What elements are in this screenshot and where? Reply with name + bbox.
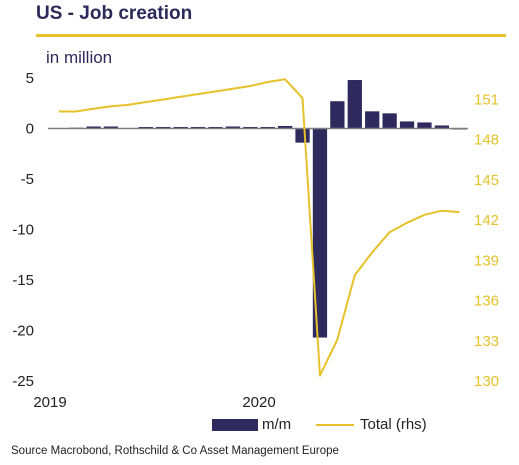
bar-mm [86,126,101,129]
left-tick-label: -15 [12,272,34,289]
source-note: Source Macrobond, Rothschild & Co Asset … [11,445,339,457]
bar-mm [347,80,362,129]
unit-label: in million [46,48,113,67]
legend-line-swatch [316,424,354,427]
x-tick-label: 2019 [33,394,66,411]
right-tick-label: 145 [474,172,499,189]
bar-mm [365,111,380,129]
legend-bars: m/m [212,416,291,433]
right-tick-label: 142 [474,212,499,229]
right-tick-label: 139 [474,252,499,269]
left-tick-label: 0 [26,121,34,138]
legend-line: Total (rhs) [316,416,427,433]
left-tick-label: -25 [12,373,34,390]
bar-mm [382,113,397,129]
bar-mm [434,125,450,129]
title-rule [36,34,506,37]
right-tick-label: 148 [474,132,499,149]
bar-mm [103,126,119,129]
right-tick-label: 151 [474,91,499,108]
right-tick-label: 130 [474,373,499,390]
left-tick-label: 5 [26,70,34,87]
right-tick-label: 133 [474,333,499,350]
bar-mm [399,121,415,129]
bar-mm [312,128,328,338]
bar-mm [225,126,241,129]
right-tick-label: 136 [474,293,499,310]
legend-bars-swatch [212,419,258,432]
left-tick-label: -20 [12,323,34,340]
x-tick-label: 2020 [242,394,275,411]
bar-mm [330,101,345,129]
bar-mm [417,122,432,129]
legend-bars-label: m/m [262,416,292,433]
bar-mm [295,128,310,143]
left-tick-label: -5 [21,171,34,188]
bar-mm [277,125,293,129]
legend-line-label: Total (rhs) [360,416,427,433]
chart-title: US - Job creation [36,3,193,24]
left-tick-label: -10 [12,222,34,239]
total-line [58,78,460,377]
